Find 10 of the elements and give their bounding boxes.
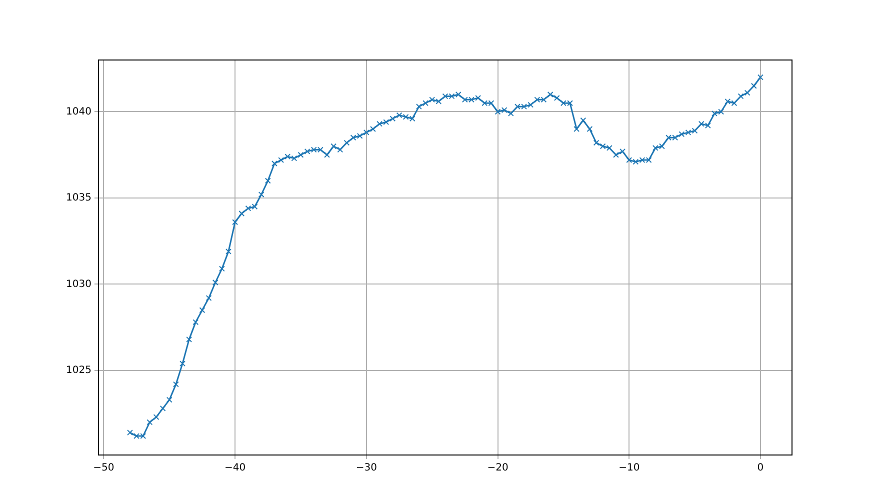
y-tick-label: 1035 [66,192,92,204]
x-tick-label: −20 [487,462,508,474]
y-tick-label: 1030 [66,278,92,290]
x-tick-label: −30 [356,462,377,474]
x-tick-label: −40 [224,462,246,474]
x-tick-label: −50 [93,462,114,474]
x-tick-label: −10 [618,462,640,474]
x-tick-label: 0 [757,462,764,474]
y-tick-label: 1040 [66,106,92,118]
y-tick-label: 1025 [66,365,92,376]
